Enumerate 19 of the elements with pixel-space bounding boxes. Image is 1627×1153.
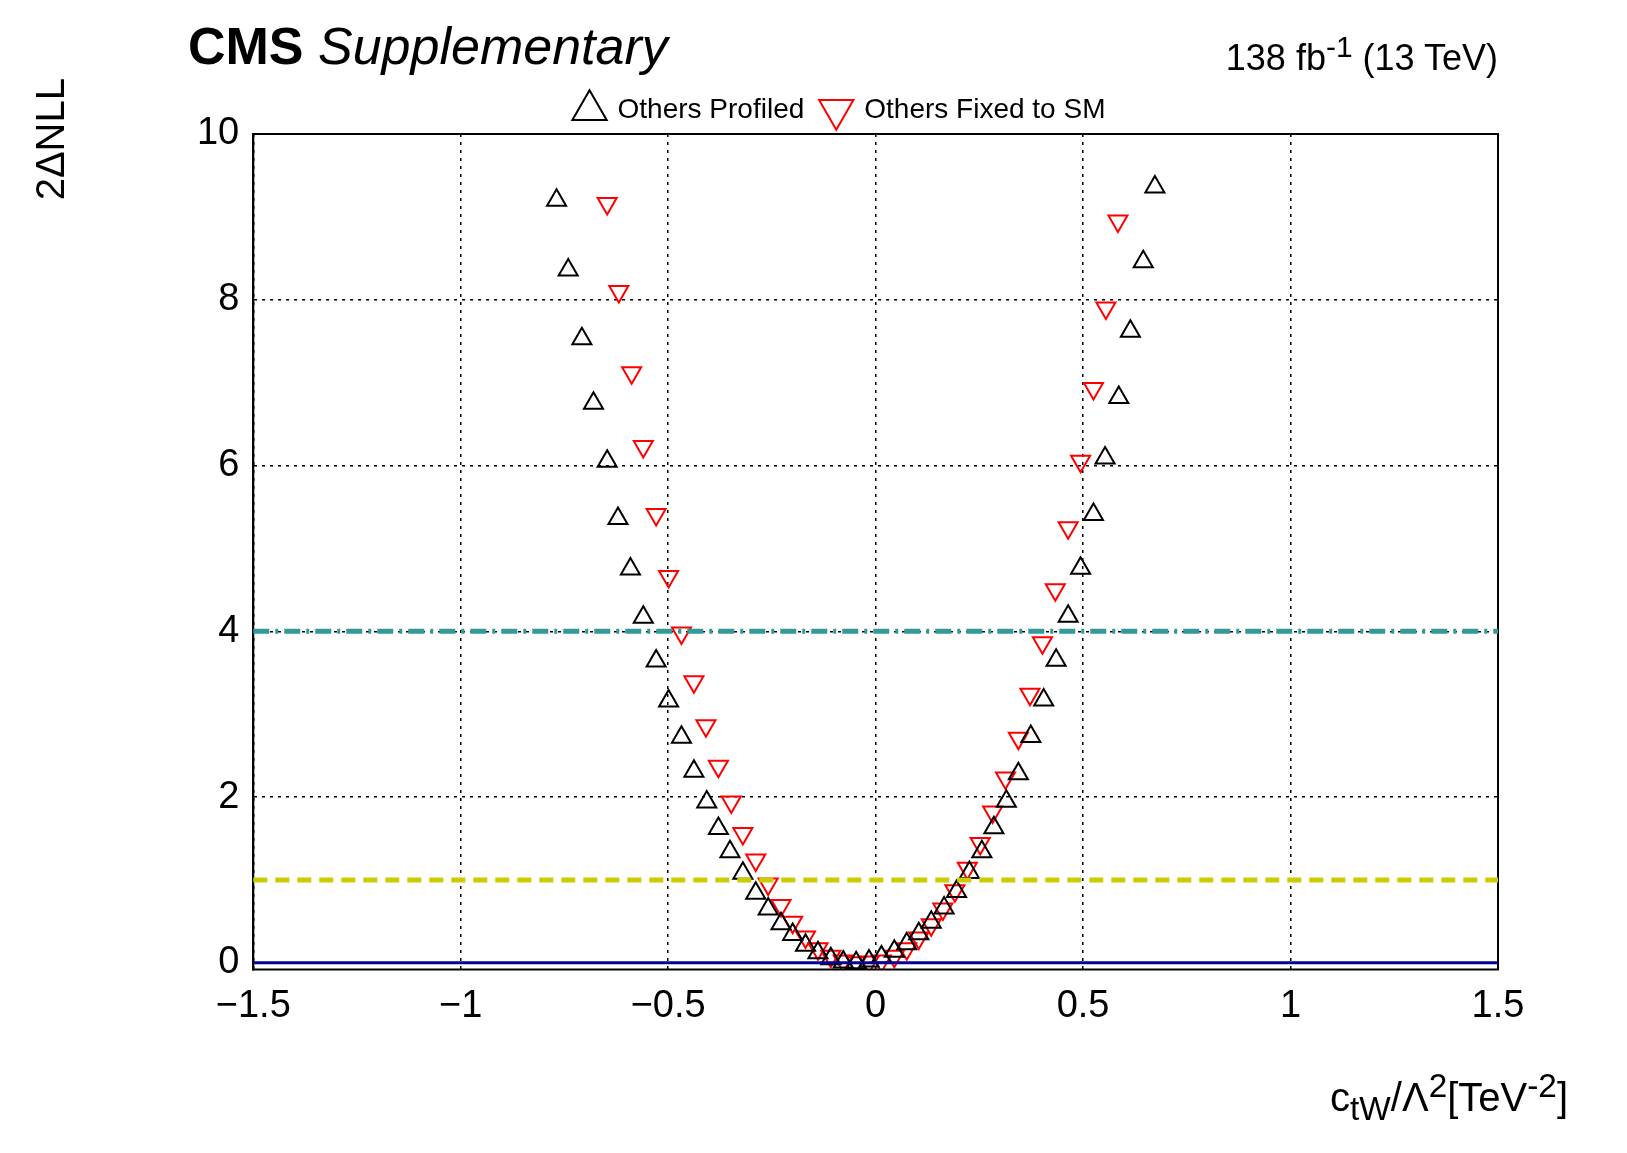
y-tick-label: 8 xyxy=(218,276,240,319)
x-tick-label: −0.5 xyxy=(630,982,706,1025)
y-tick-label: 2 xyxy=(218,773,240,816)
y-axis-title: 2ΔNLL xyxy=(28,78,73,201)
x-tick-label: −1 xyxy=(439,982,483,1025)
x-axis-title: c$_{tW}$/Λ$^{2}$[TeV$^{-2}$] xyxy=(1330,1066,1568,1128)
y-tick-label: 4 xyxy=(218,607,240,650)
x-tick-label: 1 xyxy=(1279,982,1302,1025)
legend-label: Others Profiled xyxy=(617,92,805,124)
y-tick-label: 0 xyxy=(218,939,240,982)
y-tick-label: 10 xyxy=(196,110,240,153)
x-tick-label: 0 xyxy=(865,982,887,1025)
x-tick-label: 0.5 xyxy=(1056,982,1110,1025)
x-tick-label: −1.5 xyxy=(215,982,291,1025)
x-tick-label: 1.5 xyxy=(1471,982,1525,1025)
legend-label: Others Fixed to SM xyxy=(864,92,1106,124)
chart-title: CMS Supplementary xyxy=(188,17,668,75)
y-tick-label: 6 xyxy=(218,441,240,484)
chart-subtitle: 138 fb$^{-1}$ (13 TeV) xyxy=(1225,30,1498,79)
